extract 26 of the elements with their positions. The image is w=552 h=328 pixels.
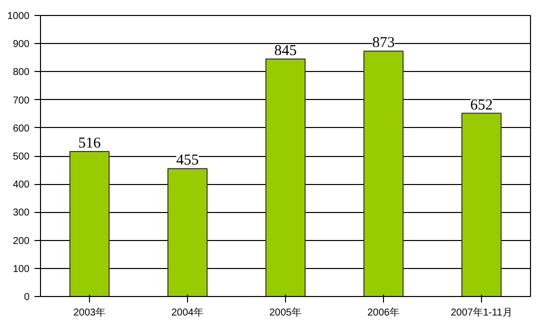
data-label: 516 [78,136,102,152]
data-label: 845 [274,43,297,60]
y-tick-label: 300 [12,208,30,219]
bar [69,151,110,296]
x-tick-label: 2007年1-11月 [450,306,512,318]
y-tick-label: 600 [12,123,30,134]
x-tick-label: 2005年 [269,306,302,318]
y-tick-label: 0 [24,292,30,303]
x-tick-label: 2004年 [171,306,204,318]
bar [265,58,306,296]
x-tick-label: 2003年 [73,306,106,318]
y-tick-label: 700 [12,95,30,106]
bar [363,50,404,296]
y-tick-label: 500 [12,152,30,162]
y-tick-label: 1000 [7,11,30,22]
data-label: 455 [176,152,199,169]
y-tick-label: 400 [12,180,30,191]
data-label: 652 [470,97,493,114]
data-label: 873 [372,35,395,52]
bar [461,112,502,296]
y-tick-label: 200 [12,236,30,247]
bar [167,168,208,296]
y-tick-label: 800 [12,67,30,78]
x-tick-label: 2006年 [367,306,400,318]
y-tick-label: 900 [12,39,30,50]
y-tick-label: 100 [12,264,30,275]
